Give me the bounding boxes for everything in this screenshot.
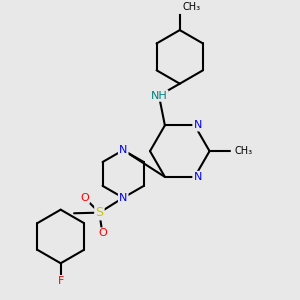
Text: CH₃: CH₃ xyxy=(183,2,201,12)
Text: O: O xyxy=(98,229,107,238)
Text: N: N xyxy=(194,120,202,130)
Text: F: F xyxy=(58,276,64,286)
Text: N: N xyxy=(119,145,128,155)
Text: O: O xyxy=(80,193,89,203)
Text: N: N xyxy=(194,172,202,182)
Text: CH₃: CH₃ xyxy=(235,146,253,156)
Text: S: S xyxy=(95,206,104,219)
Text: NH: NH xyxy=(151,91,167,100)
Text: N: N xyxy=(119,193,128,203)
